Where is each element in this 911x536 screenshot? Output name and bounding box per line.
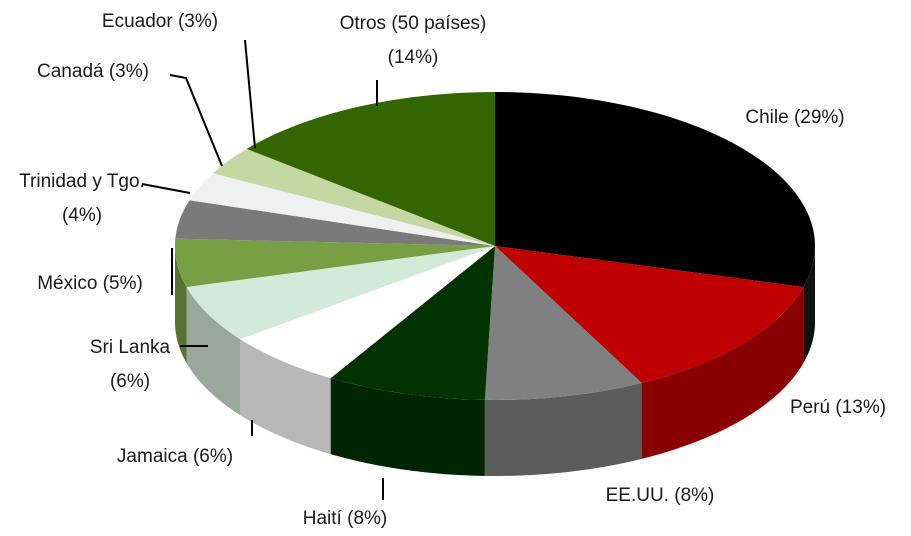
pie-side xyxy=(186,287,241,416)
leader-line xyxy=(141,183,191,194)
category-label: Otros (50 países) xyxy=(339,13,487,34)
pie-slice xyxy=(175,238,495,288)
category-label: México xyxy=(37,273,98,294)
category-label: Jamaica xyxy=(116,446,188,467)
value-label: (3%) xyxy=(108,61,149,82)
pie-sides xyxy=(175,246,815,476)
pie-slice xyxy=(495,246,804,383)
pie-side xyxy=(330,378,485,476)
slice-label: EE.UU. (8%) xyxy=(606,479,715,513)
value-label: (13%) xyxy=(835,397,887,418)
slice-label: Otros (50 países) (14%) xyxy=(338,7,488,75)
pie-slice xyxy=(189,173,496,246)
slice-label: Perú (13%) xyxy=(790,391,886,425)
slice-label: Haití (8%) xyxy=(303,502,387,536)
slice-label: Ecuador (3%) xyxy=(102,5,218,39)
slice-label: México (5%) xyxy=(37,267,143,301)
slice-label: Chile (29%) xyxy=(745,101,844,135)
category-label: EE.UU. xyxy=(605,485,669,506)
value-label: (29%) xyxy=(793,107,845,128)
pie-slice xyxy=(484,246,642,400)
category-label: Canadá xyxy=(37,61,104,82)
pie-slice xyxy=(240,246,495,379)
slice-label: Canadá (3%) xyxy=(37,55,149,89)
value-label: (8%) xyxy=(347,508,388,529)
category-label: Chile xyxy=(745,107,789,128)
pie-tops xyxy=(175,92,815,400)
category-label: Trinidad y Tgo. xyxy=(19,171,145,192)
category-label: Haití xyxy=(302,508,342,529)
category-label: Perú xyxy=(789,397,831,418)
pie-slice xyxy=(175,200,495,246)
pie-slice xyxy=(495,92,815,288)
value-label: (5%) xyxy=(102,273,143,294)
pie-side xyxy=(641,287,804,459)
value-label: (14%) xyxy=(387,47,439,68)
pie-side xyxy=(484,382,642,476)
pie-slice xyxy=(186,246,496,340)
leader-lines xyxy=(141,39,384,500)
value-label: (4%) xyxy=(61,205,103,226)
category-label: Ecuador xyxy=(101,11,173,32)
pie-side xyxy=(240,339,331,455)
pie-side xyxy=(175,246,187,364)
value-label: (8%) xyxy=(674,485,715,506)
slice-label: Jamaica (6%) xyxy=(117,440,233,474)
value-label: (6%) xyxy=(192,446,234,467)
pie-side xyxy=(803,246,815,364)
category-label: Sri Lanka xyxy=(89,337,171,358)
slice-label: Trinidad y Tgo. (4%) xyxy=(12,165,152,233)
leader-line xyxy=(169,74,223,167)
leader-line xyxy=(244,39,256,149)
slice-label: Sri Lanka (6%) xyxy=(75,331,185,399)
pie-slice xyxy=(246,92,495,246)
pie-slice xyxy=(212,148,495,246)
value-label: (6%) xyxy=(109,371,151,392)
pie-slice xyxy=(330,246,495,400)
value-label: (3%) xyxy=(177,11,219,32)
